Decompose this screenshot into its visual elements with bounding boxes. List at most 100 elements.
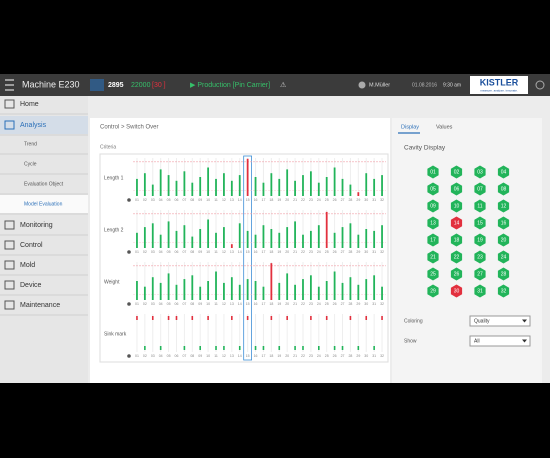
bar[interactable] (286, 227, 289, 248)
sink-marker[interactable] (262, 346, 265, 350)
bar[interactable] (136, 281, 138, 300)
bar[interactable] (333, 167, 336, 197)
cavity[interactable] (450, 199, 463, 213)
bar[interactable] (325, 177, 328, 196)
bar[interactable] (341, 282, 344, 300)
bar[interactable] (215, 178, 217, 196)
bar[interactable] (262, 225, 265, 248)
bar[interactable] (365, 173, 368, 196)
bar[interactable] (357, 192, 360, 196)
bar[interactable] (381, 225, 383, 248)
cavity[interactable] (427, 267, 439, 281)
bar[interactable] (246, 230, 249, 248)
bar[interactable] (349, 184, 352, 196)
bar[interactable] (143, 286, 146, 300)
bar[interactable] (238, 223, 241, 248)
bar[interactable] (223, 173, 225, 196)
bar[interactable] (325, 211, 328, 248)
bar[interactable] (207, 281, 210, 300)
user-name[interactable]: M.Müller (369, 82, 390, 88)
nav-item[interactable]: Maintenance (20, 302, 60, 309)
bar[interactable] (167, 221, 170, 248)
bar[interactable] (230, 244, 233, 248)
sink-marker[interactable] (254, 346, 257, 350)
bar[interactable] (199, 286, 202, 300)
cavity[interactable] (497, 199, 510, 213)
cavity[interactable] (450, 250, 463, 264)
sink-marker[interactable] (341, 346, 344, 350)
nav-item[interactable]: Monitoring (20, 222, 53, 229)
sink-marker[interactable] (349, 316, 352, 320)
sink-marker[interactable] (151, 316, 154, 320)
bar[interactable] (254, 281, 257, 300)
nav-item[interactable]: Trend (24, 141, 37, 147)
bar[interactable] (183, 225, 186, 248)
bar[interactable] (151, 277, 154, 300)
bar[interactable] (333, 271, 336, 301)
cavity[interactable] (474, 216, 486, 230)
bar[interactable] (373, 275, 376, 300)
bar[interactable] (365, 229, 368, 248)
cavity[interactable] (497, 233, 510, 247)
sink-marker[interactable] (317, 346, 320, 350)
cavity[interactable] (427, 250, 439, 264)
bar[interactable] (278, 232, 281, 248)
cavity[interactable] (474, 199, 486, 213)
cavity[interactable] (427, 199, 439, 213)
cavity[interactable] (450, 267, 463, 281)
cavity[interactable] (497, 284, 510, 298)
bar[interactable] (365, 279, 368, 300)
nav-item[interactable]: Device (20, 282, 42, 289)
sink-marker[interactable] (357, 346, 360, 350)
sink-marker[interactable] (310, 316, 312, 320)
bar[interactable] (262, 182, 265, 196)
bar[interactable] (230, 277, 233, 300)
bar[interactable] (294, 221, 296, 248)
sink-marker[interactable] (333, 346, 336, 350)
nav-item[interactable]: Home (20, 101, 39, 108)
bar[interactable] (191, 236, 194, 248)
bar[interactable] (167, 175, 170, 196)
info-icon[interactable] (535, 80, 545, 90)
cavity[interactable] (450, 284, 463, 298)
bar[interactable] (373, 230, 376, 248)
bar[interactable] (341, 178, 344, 196)
bar[interactable] (167, 273, 170, 300)
sink-marker[interactable] (246, 316, 249, 320)
sink-marker[interactable] (215, 346, 217, 350)
bar[interactable] (199, 229, 202, 248)
bar[interactable] (341, 227, 344, 248)
bar[interactable] (309, 230, 312, 248)
show-dropdown[interactable] (469, 335, 531, 347)
bar[interactable] (175, 180, 178, 196)
bar[interactable] (246, 279, 249, 300)
tab[interactable]: Values (436, 124, 453, 130)
bar[interactable] (262, 286, 265, 300)
sink-marker[interactable] (302, 346, 304, 350)
cavity[interactable] (427, 165, 439, 179)
cavity[interactable] (474, 250, 486, 264)
cavity[interactable] (450, 216, 463, 230)
menu-icon[interactable] (5, 79, 14, 91)
cavity[interactable] (474, 267, 486, 281)
bar[interactable] (333, 232, 336, 248)
bar[interactable] (278, 178, 281, 196)
sink-marker[interactable] (278, 346, 281, 350)
sink-marker[interactable] (231, 316, 233, 320)
cavity[interactable] (450, 233, 463, 247)
cavity[interactable] (450, 165, 463, 179)
sink-marker[interactable] (167, 316, 170, 320)
selected-cycle[interactable] (243, 155, 252, 361)
sink-marker[interactable] (191, 316, 194, 320)
bar[interactable] (302, 175, 304, 196)
sink-marker[interactable] (223, 346, 225, 350)
bar[interactable] (294, 180, 296, 196)
cavity[interactable] (427, 284, 439, 298)
bar[interactable] (207, 219, 210, 249)
sink-marker[interactable] (207, 316, 209, 320)
tab[interactable]: Display (401, 124, 419, 130)
bar[interactable] (286, 273, 289, 300)
cavity[interactable] (497, 216, 510, 230)
nav-item[interactable]: Evaluation Object (24, 181, 64, 187)
sink-marker[interactable] (373, 346, 375, 350)
